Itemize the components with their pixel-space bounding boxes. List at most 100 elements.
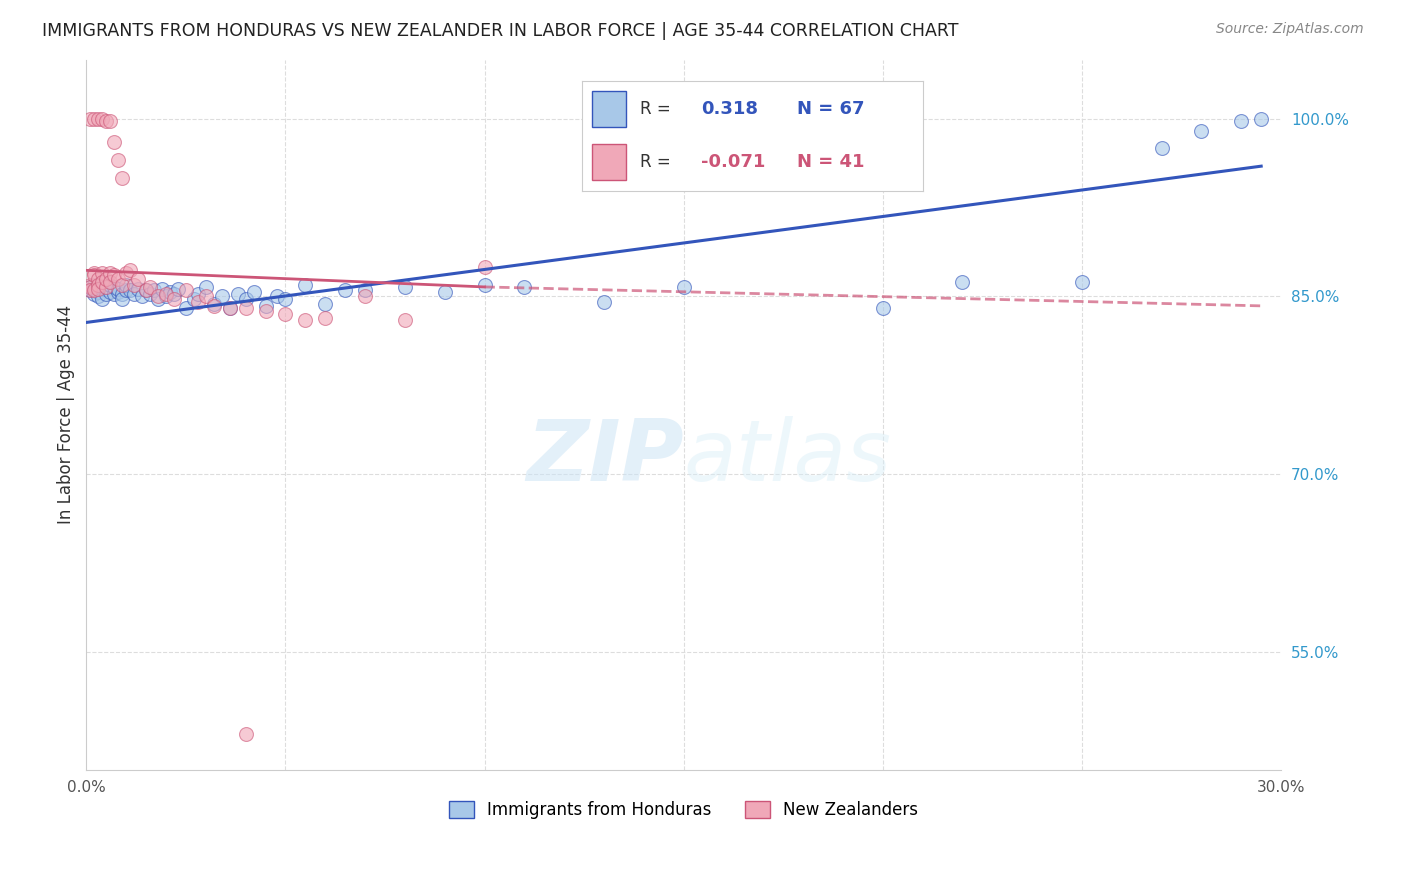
Point	[155, 289, 177, 303]
Point	[155, 287, 177, 301]
Point	[174, 301, 197, 316]
Point	[139, 287, 162, 301]
Point	[254, 303, 277, 318]
Point	[163, 287, 186, 301]
Point	[394, 313, 416, 327]
Point	[274, 292, 297, 306]
Point	[79, 280, 101, 294]
Point	[83, 284, 105, 298]
Point	[96, 282, 118, 296]
Point	[98, 285, 121, 299]
Point	[235, 292, 257, 306]
Point	[79, 284, 101, 298]
Point	[131, 289, 153, 303]
Point	[1071, 275, 1094, 289]
Point	[354, 284, 377, 298]
Point	[83, 277, 105, 292]
Point	[1230, 114, 1253, 128]
Text: ZIP: ZIP	[526, 416, 683, 499]
Point	[146, 289, 169, 303]
Point	[122, 287, 145, 301]
Point	[139, 280, 162, 294]
Point	[79, 284, 101, 298]
Point	[111, 277, 134, 292]
Point	[87, 285, 110, 299]
Point	[194, 289, 217, 303]
Point	[96, 287, 118, 301]
Point	[1150, 141, 1173, 155]
Text: Source: ZipAtlas.com: Source: ZipAtlas.com	[1216, 22, 1364, 37]
Point	[314, 296, 336, 310]
Point	[226, 287, 249, 301]
Point	[135, 284, 157, 298]
Y-axis label: In Labor Force | Age 35-44: In Labor Force | Age 35-44	[58, 305, 75, 524]
Point	[91, 112, 114, 126]
Point	[107, 285, 129, 299]
Point	[127, 282, 149, 296]
Point	[672, 280, 695, 294]
Point	[314, 310, 336, 325]
Point	[87, 282, 110, 296]
Point	[135, 284, 157, 298]
Point	[79, 277, 101, 292]
Point	[87, 271, 110, 285]
Point	[103, 136, 125, 150]
Point	[120, 284, 142, 298]
Point	[103, 280, 125, 294]
Point	[87, 280, 110, 294]
Point	[513, 280, 536, 294]
Point	[96, 280, 118, 294]
Point	[187, 295, 209, 310]
Point	[274, 307, 297, 321]
Point	[107, 282, 129, 296]
Point	[91, 275, 114, 289]
Point	[183, 292, 205, 306]
Point	[96, 280, 118, 294]
Point	[235, 727, 257, 741]
Point	[242, 285, 264, 299]
Point	[143, 284, 166, 298]
Point	[79, 280, 101, 294]
Text: atlas: atlas	[683, 416, 891, 499]
Point	[115, 284, 138, 298]
Point	[174, 284, 197, 298]
Point	[103, 268, 125, 282]
Point	[872, 301, 894, 316]
Point	[107, 153, 129, 168]
Point	[107, 271, 129, 285]
Point	[83, 268, 105, 282]
Point	[115, 266, 138, 280]
Point	[127, 271, 149, 285]
Point	[91, 275, 114, 289]
Point	[91, 282, 114, 296]
Point	[952, 275, 974, 289]
Point	[194, 280, 217, 294]
Point	[294, 277, 316, 292]
Point	[122, 277, 145, 292]
Point	[83, 266, 105, 280]
Point	[394, 280, 416, 294]
Point	[96, 114, 118, 128]
Point	[333, 284, 356, 298]
Point	[91, 292, 114, 306]
Point	[211, 289, 233, 303]
Point	[83, 287, 105, 301]
Point	[87, 277, 110, 292]
Point	[87, 289, 110, 303]
Point	[266, 289, 288, 303]
Point	[202, 299, 225, 313]
Point	[202, 296, 225, 310]
Text: IMMIGRANTS FROM HONDURAS VS NEW ZEALANDER IN LABOR FORCE | AGE 35-44 CORRELATION: IMMIGRANTS FROM HONDURAS VS NEW ZEALANDE…	[42, 22, 959, 40]
Point	[91, 266, 114, 280]
Point	[120, 263, 142, 277]
Point	[87, 112, 110, 126]
Point	[98, 114, 121, 128]
Point	[1191, 123, 1213, 137]
Point	[150, 282, 173, 296]
Point	[294, 313, 316, 327]
Point	[593, 295, 616, 310]
Point	[163, 292, 186, 306]
Point	[474, 260, 496, 274]
Point	[98, 277, 121, 292]
Point	[83, 112, 105, 126]
